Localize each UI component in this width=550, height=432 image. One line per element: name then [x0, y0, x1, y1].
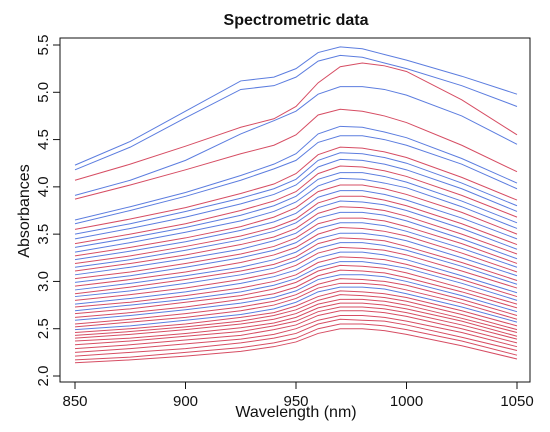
y-tick-label-1: 2.0	[35, 366, 52, 387]
x-tick-label-5: 1050	[500, 393, 533, 410]
series-line-29	[74, 261, 518, 312]
series-line-39	[74, 302, 518, 342]
series-line-37	[74, 294, 518, 336]
series-line-43	[74, 318, 518, 357]
series-line-16	[74, 195, 518, 264]
series-line-10	[74, 158, 518, 240]
x-tick-label-3: 950	[283, 393, 308, 410]
series-line-7	[74, 135, 518, 225]
series-line-26	[74, 246, 518, 301]
series-line-8	[74, 146, 518, 230]
series-line-45	[74, 328, 518, 364]
y-tick-label-6: 4.5	[35, 129, 52, 150]
series-line-2	[74, 54, 518, 171]
series-line-35	[74, 286, 518, 331]
y-tick-label-8: 5.5	[35, 35, 52, 56]
chart-title: Spectrometric data	[224, 12, 369, 29]
series-line-40	[74, 306, 518, 346]
series-line-13	[74, 177, 518, 253]
series-line-24	[74, 237, 518, 295]
series-line-44	[74, 323, 518, 361]
x-axis-title: Wavelength (nm)	[235, 404, 356, 421]
x-tick-label-4: 1000	[390, 393, 423, 410]
series-line-5	[74, 108, 518, 200]
series-line-1	[74, 46, 518, 166]
series-line-3	[74, 62, 518, 181]
series-line-25	[74, 242, 518, 298]
series-line-36	[74, 290, 518, 333]
y-tick-label-2: 2.5	[35, 318, 52, 339]
series-line-30	[74, 264, 518, 315]
series-line-20	[74, 217, 518, 280]
series-line-17	[74, 200, 518, 268]
series-line-31	[74, 269, 518, 318]
series-line-33	[74, 278, 518, 325]
series-line-9	[74, 152, 518, 235]
series-line-19	[74, 211, 518, 276]
series-line-28	[74, 256, 518, 308]
series-line-6	[74, 125, 518, 221]
series-line-12	[74, 172, 518, 248]
x-tick-label-1: 850	[62, 393, 87, 410]
x-tick-label-2: 900	[173, 393, 198, 410]
y-tick-label-4: 3.5	[35, 224, 52, 245]
plot-area: 850 900 950 1000 1050 2.0 2.5 3.0 3.5 4.0 4.5 5.0 5.…	[35, 35, 534, 410]
series-line-15	[74, 190, 518, 261]
series-line-27	[74, 251, 518, 305]
series-line-4	[74, 86, 518, 196]
series-line-32	[74, 274, 518, 321]
series-line-23	[74, 232, 518, 291]
series-line-11	[74, 165, 518, 245]
y-tick-label-7: 5.0	[35, 82, 52, 103]
y-tick-label-3: 3.0	[35, 271, 52, 292]
y-tick-label-5: 4.0	[35, 176, 52, 197]
series-line-38	[74, 298, 518, 339]
series-line-42	[74, 314, 518, 353]
plot-frame	[59, 37, 531, 383]
series-line-22	[74, 227, 518, 287]
series-line-14	[74, 184, 518, 257]
series-line-34	[74, 282, 518, 328]
series-line-41	[74, 310, 518, 350]
series-line-21	[74, 222, 518, 283]
series-line-18	[74, 206, 518, 272]
y-axis-title: Absorbances	[16, 164, 33, 257]
